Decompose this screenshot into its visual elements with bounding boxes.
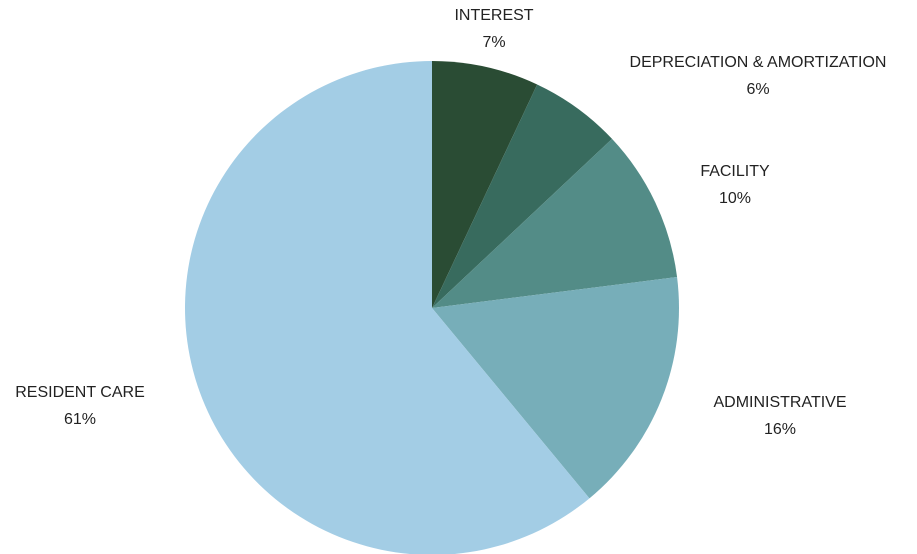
slice-label: DEPRECIATION & AMORTIZATION 6% xyxy=(630,54,887,98)
slice-label: INTEREST 7% xyxy=(454,7,533,51)
pie-slice-administrative xyxy=(432,277,679,499)
pie-slice-resident-care xyxy=(185,61,590,554)
slice-label: ADMINISTRATIVE 16% xyxy=(713,394,846,438)
pie-slices xyxy=(185,61,679,554)
pie-slice-depreciation-amortization xyxy=(432,84,613,308)
slice-label-percent: 7% xyxy=(482,34,505,51)
slice-label-percent: 10% xyxy=(719,190,751,207)
pie-slice-facility xyxy=(432,138,678,308)
slice-label-name: FACILITY xyxy=(700,163,770,180)
slice-labels: INTEREST 7% DEPRECIATION & AMORTIZATION 6% F… xyxy=(15,7,886,438)
slice-label-name: ADMINISTRATIVE xyxy=(713,394,846,411)
slice-label-name: RESIDENT CARE xyxy=(15,384,145,401)
pie-slice-interest xyxy=(432,61,538,308)
slice-label-name: INTEREST xyxy=(454,7,533,24)
slice-label-percent: 61% xyxy=(64,411,96,428)
slice-label-percent: 16% xyxy=(764,421,796,438)
slice-label-percent: 6% xyxy=(746,81,769,98)
slice-label: RESIDENT CARE 61% xyxy=(15,384,145,428)
slice-label: FACILITY 10% xyxy=(700,163,770,207)
slice-label-name: DEPRECIATION & AMORTIZATION xyxy=(630,54,887,71)
